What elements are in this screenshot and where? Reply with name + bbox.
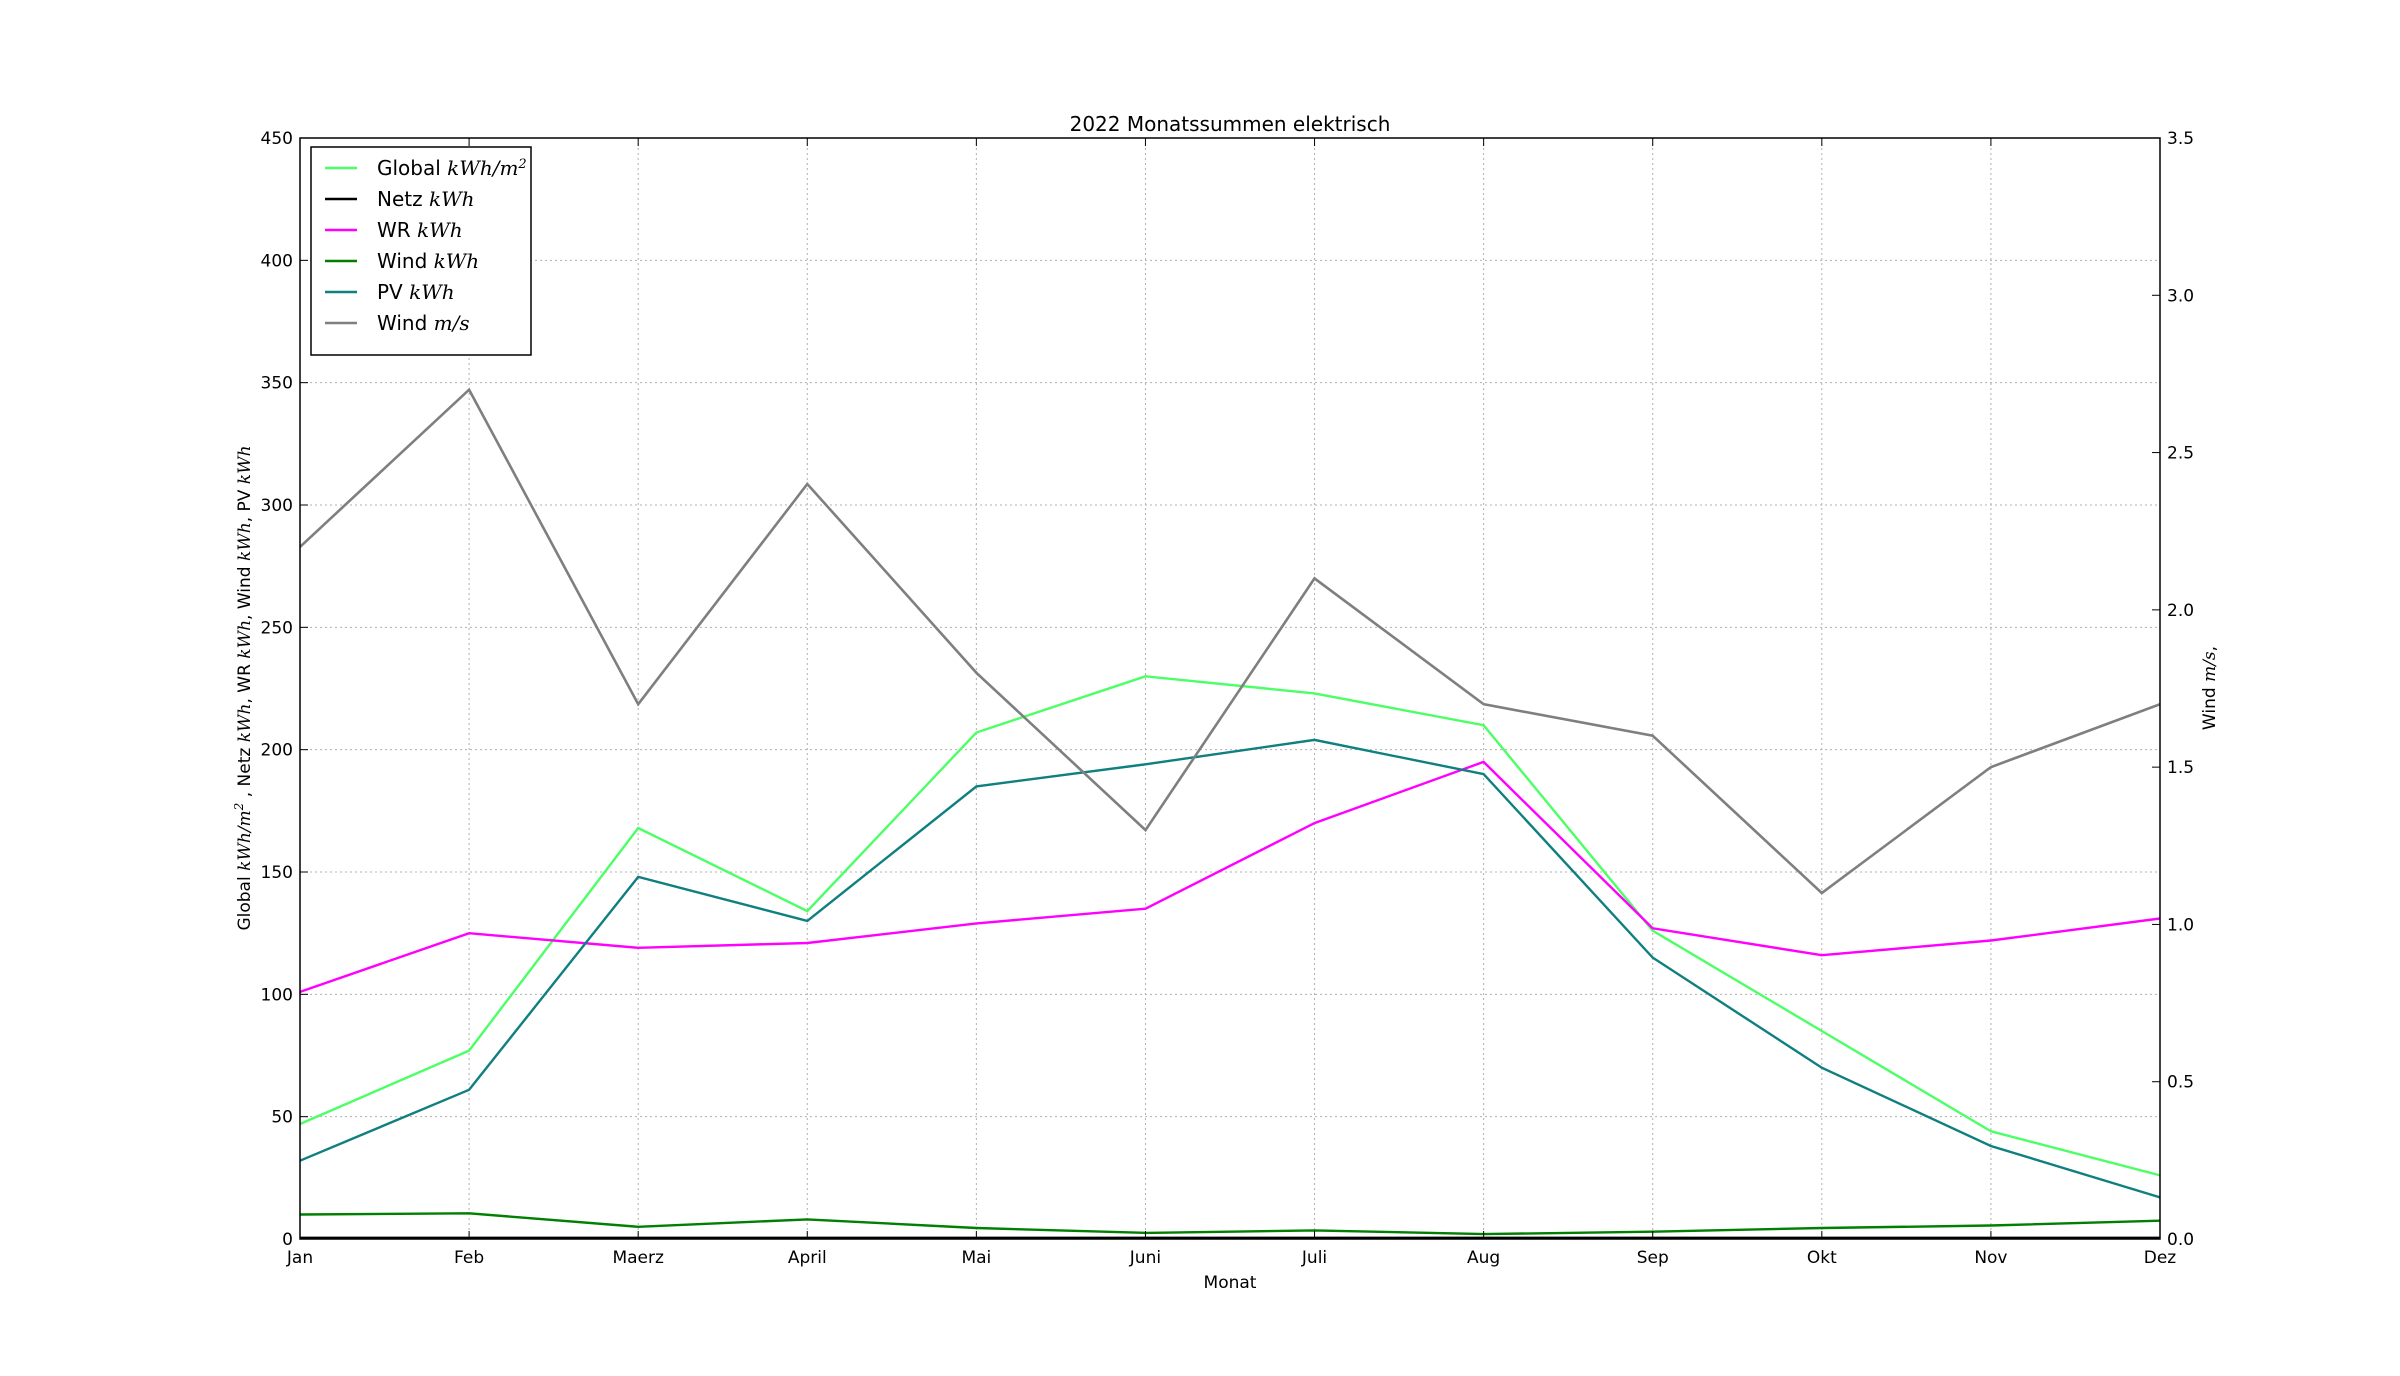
legend-series-name: PV <box>377 280 409 304</box>
x-tick-label: Feb <box>454 1248 484 1268</box>
label-unit: 2 <box>232 803 246 812</box>
y2-tick-label: 3.5 <box>2167 129 2194 149</box>
label-unit: kWh/m <box>235 810 255 871</box>
series-line-wind <box>299 1212 2161 1236</box>
legend-entry: WR kWh <box>377 218 463 242</box>
legend-series-name: Wind <box>377 311 434 335</box>
x-tick-label: Sep <box>1637 1248 1669 1268</box>
y2-tick-label: 2.5 <box>2167 444 2194 464</box>
label-part: , <box>2200 646 2220 651</box>
x-axis-label: Monat <box>1204 1273 1257 1293</box>
y-tick-label: 400 <box>261 251 293 271</box>
plot-frame <box>299 137 2161 1240</box>
label-unit: m/s <box>2200 651 2220 682</box>
y-tick-label: 0 <box>282 1230 293 1250</box>
y2-tick-label: 0.0 <box>2167 1230 2194 1250</box>
x-tick-label: Nov <box>1974 1248 2007 1268</box>
x-tick-label: April <box>788 1248 827 1268</box>
label-part: , PV <box>235 484 255 522</box>
x-tick-label: Maerz <box>612 1248 664 1268</box>
label-part: , Netz <box>235 742 255 802</box>
y-tick-label: 100 <box>261 985 293 1005</box>
y-tick-label: 300 <box>261 496 293 516</box>
y-tick-label: 150 <box>261 863 293 883</box>
legend-unit: kWh <box>417 218 463 242</box>
series-lines <box>299 387 2161 1240</box>
legend-unit: kWh <box>409 280 455 304</box>
label-part: Wind <box>2200 682 2220 730</box>
legend-unit: kWh/m <box>447 156 518 180</box>
x-tick-label: Mai <box>961 1248 991 1268</box>
legend-series-name: WR <box>377 218 417 242</box>
x-tick-label: Juni <box>1129 1248 1161 1268</box>
legend-series-name: Netz <box>377 187 429 211</box>
x-tick-label: Dez <box>2144 1248 2177 1268</box>
label-unit: kWh <box>235 522 255 561</box>
legend-unit: kWh <box>434 249 480 273</box>
x-tick-label: Okt <box>1807 1248 1837 1268</box>
x-tick-label: Aug <box>1467 1248 1500 1268</box>
y-tick-label: 250 <box>261 618 293 638</box>
legend-entry: Wind kWh <box>377 249 479 273</box>
y2-axis-label: Wind m/s, <box>2200 646 2220 730</box>
legend-entry: Netz kWh <box>377 187 475 211</box>
legend-unit: m/s <box>434 311 470 335</box>
chart-title: 2022 Monatssummen elektrisch <box>1070 112 1391 136</box>
series-line-wind <box>299 387 2161 895</box>
y-tick-label: 450 <box>261 129 293 149</box>
y2-tick-label: 2.0 <box>2167 601 2194 621</box>
y-tick-label: 50 <box>271 1108 293 1128</box>
label-unit: kWh <box>235 704 255 743</box>
label-part: Global <box>235 871 255 931</box>
grid <box>300 138 2160 1239</box>
label-part: , WR <box>235 659 255 704</box>
label-unit: kWh <box>235 445 255 484</box>
legend-entry: Global kWh/m2 <box>377 156 527 180</box>
series-line-pv <box>299 738 2161 1199</box>
y-axis-label: Global kWh/m2 , Netz kWh, WR kWh, Wind k… <box>232 445 255 930</box>
legend-unit: 2 <box>517 157 526 172</box>
series-line-wr <box>299 760 2161 994</box>
y2-tick-label: 3.0 <box>2167 286 2194 306</box>
label-unit: kWh <box>235 620 255 659</box>
legend-unit: kWh <box>429 187 475 211</box>
y-tick-label: 200 <box>261 741 293 761</box>
legend-series-name: Wind <box>377 249 434 273</box>
legend-box <box>310 146 532 356</box>
y2-tick-label: 1.5 <box>2167 758 2194 778</box>
label-part: , Wind <box>235 561 255 620</box>
y2-tick-label: 0.5 <box>2167 1073 2194 1093</box>
x-tick-label: Jan <box>286 1248 313 1268</box>
y2-tick-label: 1.0 <box>2167 915 2194 935</box>
y-tick-label: 350 <box>261 374 293 394</box>
axis-ticks: Jan Feb Maerz April Mai Juni Juli Aug Sep Okt Nov D… <box>261 129 2195 1268</box>
series-line-global <box>299 675 2161 1177</box>
legend-series-name: Global <box>377 156 447 180</box>
x-tick-label: Juli <box>1301 1248 1327 1268</box>
legend-entry: PV kWh <box>377 280 455 304</box>
legend-entry: Wind m/s <box>377 311 470 335</box>
